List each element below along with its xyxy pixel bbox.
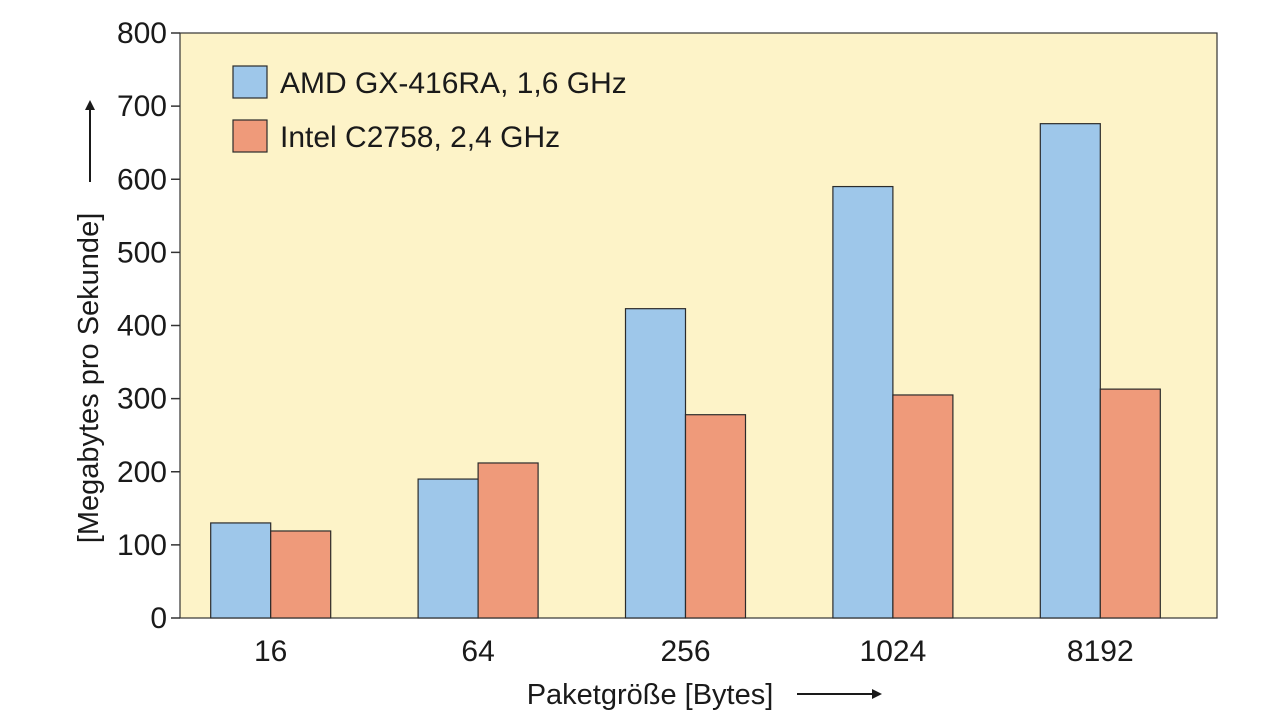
bar-intel-256 [684, 414, 747, 619]
y-tick-label-700: 700 [117, 90, 167, 123]
y-tick-label-100: 100 [117, 529, 167, 562]
legend-swatch-amd [232, 65, 268, 99]
x-tick-label-64: 64 [461, 635, 494, 668]
y-tick-label-0: 0 [150, 602, 167, 635]
x-tick-label-256: 256 [660, 635, 710, 668]
y-tick-label-800: 800 [117, 17, 167, 50]
bar-amd-16 [210, 522, 272, 619]
bar-intel-8192 [1099, 388, 1161, 619]
y-axis-title: [Megabytes pro Sekunde] [73, 213, 105, 543]
bar-intel-1024 [892, 394, 954, 619]
legend-label-intel: Intel C2758, 2,4 GHz [280, 121, 560, 154]
x-tick-label-16: 16 [254, 635, 287, 668]
y-axis: 0 100 200 300 400 500 600 700 800 [117, 17, 180, 635]
x-tick-label-8192: 8192 [1067, 635, 1134, 668]
y-tick-label-200: 200 [117, 456, 167, 489]
x-axis-title: Paketgröße [Bytes] [527, 679, 774, 711]
y-tick-label-300: 300 [117, 383, 167, 416]
legend-swatch-intel [232, 119, 268, 153]
y-tick-label-600: 600 [117, 163, 167, 196]
bar-amd-256 [624, 308, 687, 619]
x-axis: 16 64 256 1024 8192 [254, 635, 1134, 668]
x-tick-label-1024: 1024 [860, 635, 927, 668]
legend-label-amd: AMD GX-416RA, 1,6 GHz [280, 67, 627, 100]
bar-amd-64 [417, 478, 479, 619]
bar-amd-1024 [832, 185, 894, 619]
legend: AMD GX-416RA, 1,6 GHz Intel C2758, 2,4 G… [232, 65, 627, 154]
y-tick-label-500: 500 [117, 236, 167, 269]
bar-intel-64 [477, 462, 539, 619]
y-tick-label-400: 400 [117, 310, 167, 343]
bar-amd-8192 [1039, 123, 1101, 619]
bar-intel-16 [270, 530, 332, 619]
bar-group [210, 123, 1161, 619]
